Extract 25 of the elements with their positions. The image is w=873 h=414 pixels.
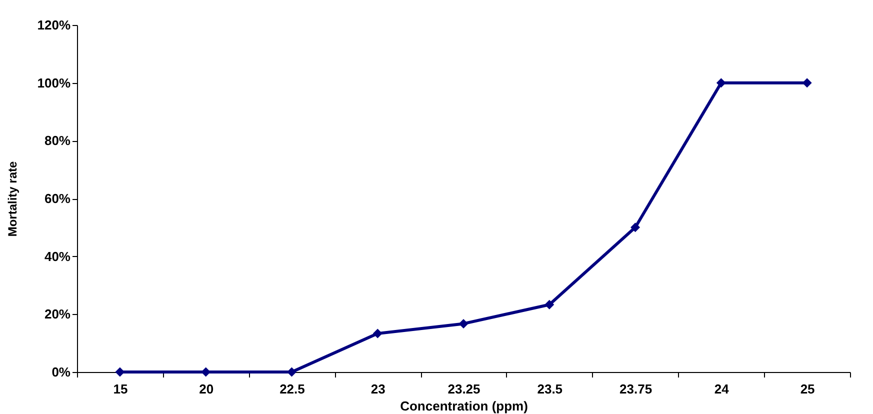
y-axis-title: Mortality rate bbox=[5, 161, 20, 237]
y-tick-label: 120% bbox=[37, 18, 71, 32]
y-tick-label: 20% bbox=[44, 306, 71, 322]
x-tick-label: 24 bbox=[714, 382, 730, 396]
x-tick-label: 23.75 bbox=[620, 382, 652, 396]
y-tick-label: 0% bbox=[52, 364, 71, 380]
y-tick-label: 60% bbox=[44, 191, 71, 206]
x-tick-label: 25 bbox=[800, 382, 815, 396]
y-tick-label: 80% bbox=[44, 133, 71, 148]
x-tick-label: 23.5 bbox=[537, 382, 563, 396]
y-tick-label: 100% bbox=[37, 75, 71, 90]
point bbox=[630, 222, 640, 232]
x-tick-label: 23 bbox=[370, 382, 386, 396]
point bbox=[544, 300, 554, 310]
point bbox=[716, 78, 726, 88]
x-tick-label: 22.5 bbox=[280, 382, 305, 396]
x-tick-label: 20 bbox=[199, 382, 214, 396]
x-tick-label: 15 bbox=[113, 382, 128, 396]
point bbox=[802, 78, 812, 88]
x-axis-title: Concentration (ppm) bbox=[400, 398, 528, 414]
y-tick-label: 40% bbox=[44, 248, 71, 264]
point bbox=[115, 367, 125, 377]
point bbox=[372, 328, 382, 338]
point bbox=[458, 318, 468, 328]
x-tick-label: 23.25 bbox=[448, 382, 480, 396]
